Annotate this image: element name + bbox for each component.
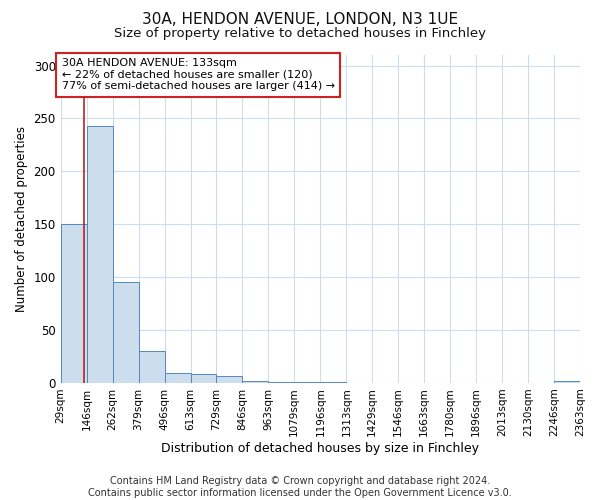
Bar <box>294 382 320 383</box>
Y-axis label: Number of detached properties: Number of detached properties <box>15 126 28 312</box>
Text: 30A, HENDON AVENUE, LONDON, N3 1UE: 30A, HENDON AVENUE, LONDON, N3 1UE <box>142 12 458 28</box>
Text: Size of property relative to detached houses in Finchley: Size of property relative to detached ho… <box>114 28 486 40</box>
Bar <box>139 351 164 383</box>
Bar <box>554 380 580 383</box>
Bar <box>320 382 346 383</box>
Bar <box>191 374 217 383</box>
Bar <box>164 374 191 383</box>
Bar <box>268 382 294 383</box>
Text: Contains HM Land Registry data © Crown copyright and database right 2024.
Contai: Contains HM Land Registry data © Crown c… <box>88 476 512 498</box>
Bar <box>87 126 113 383</box>
X-axis label: Distribution of detached houses by size in Finchley: Distribution of detached houses by size … <box>161 442 479 455</box>
Text: 30A HENDON AVENUE: 133sqm
← 22% of detached houses are smaller (120)
77% of semi: 30A HENDON AVENUE: 133sqm ← 22% of detac… <box>62 58 335 92</box>
Bar <box>61 224 87 383</box>
Bar <box>113 282 139 383</box>
Bar <box>242 380 268 383</box>
Bar <box>217 376 242 383</box>
